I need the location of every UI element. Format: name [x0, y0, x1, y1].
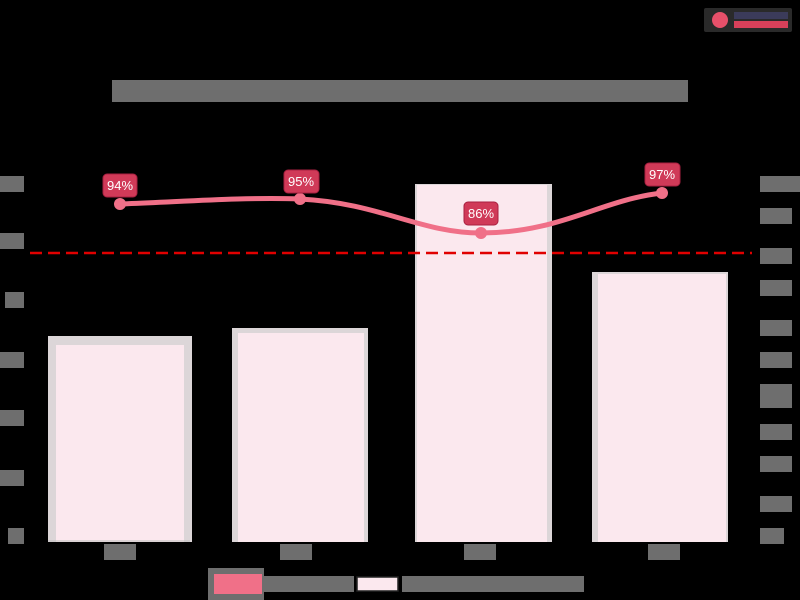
label-3: 86% — [468, 206, 494, 221]
chart-title — [112, 80, 688, 102]
label-4: 97% — [649, 167, 675, 182]
bars — [48, 184, 728, 542]
logo-text-top — [734, 12, 788, 19]
brand-logo — [704, 8, 792, 32]
line-markers — [114, 187, 668, 239]
x-axis — [104, 544, 680, 560]
legend — [208, 568, 584, 600]
label-2: 95% — [288, 174, 314, 189]
line-series — [117, 190, 665, 236]
label-1: 94% — [107, 178, 133, 193]
logo-icon — [712, 12, 728, 28]
logo-text-bottom — [734, 21, 788, 28]
left-axis — [0, 176, 24, 544]
right-axis — [760, 176, 800, 544]
data-labels — [102, 162, 681, 226]
